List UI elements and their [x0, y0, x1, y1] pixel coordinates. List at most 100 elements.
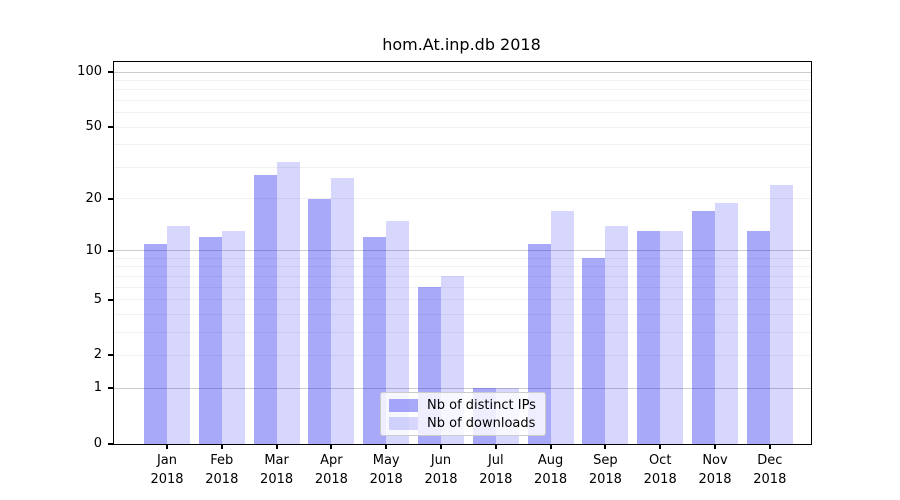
- chart-title: hom.At.inp.db 2018: [382, 35, 541, 54]
- minor-gridline-3: [114, 331, 811, 333]
- x-tick-label-nov: Nov 2018: [683, 451, 747, 489]
- x-tick-feb: [220, 444, 223, 449]
- y-tick-label-20: 20: [85, 190, 102, 206]
- x-tick-label-apr: Apr 2018: [299, 451, 363, 489]
- y-tick-label-100: 100: [77, 64, 102, 79]
- x-tick-jul: [494, 444, 497, 449]
- x-tick-label-feb: Feb 2018: [190, 451, 254, 489]
- legend-entry-distinct-ips: Nb of distinct IPs: [389, 398, 537, 413]
- x-label-month: Dec: [757, 453, 783, 468]
- y-tick-5: [108, 298, 113, 301]
- minor-gridline-9: [114, 257, 811, 259]
- bar-downloads-apr: [331, 178, 355, 444]
- x-tick-jan: [166, 444, 168, 449]
- x-label-year: 2018: [643, 472, 677, 487]
- y-tick-20: [108, 197, 113, 200]
- x-label-year: 2018: [534, 472, 568, 487]
- bar-downloads-aug: [550, 211, 574, 444]
- x-tick-aug: [549, 444, 552, 449]
- major-gridline-10: [114, 250, 811, 252]
- minor-gridline-7: [114, 275, 811, 277]
- x-label-year: 2018: [753, 472, 787, 487]
- x-label-month: Nov: [702, 453, 728, 468]
- bar-downloads-jan: [167, 225, 190, 444]
- legend-label-distinct-ips: Nb of distinct IPs: [427, 397, 536, 413]
- x-label-month: Apr: [320, 453, 343, 468]
- y-tick-label-1: 1: [93, 380, 102, 396]
- minor-gridline-20: [114, 198, 811, 200]
- minor-gridline-40: [114, 144, 811, 146]
- x-label-year: 2018: [698, 472, 732, 487]
- bar-ips-nov: [692, 211, 715, 444]
- minor-gridline-8: [114, 266, 811, 268]
- bar-ips-feb: [198, 237, 222, 444]
- plot-area: [113, 61, 812, 445]
- x-label-month: Aug: [537, 453, 564, 468]
- bar-downloads-nov: [715, 202, 738, 444]
- x-tick-apr: [330, 444, 333, 449]
- x-label-year: 2018: [588, 472, 622, 487]
- x-label-year: 2018: [260, 472, 294, 487]
- x-tick-label-jul: Jul 2018: [464, 451, 528, 489]
- bar-ips-apr: [308, 198, 332, 444]
- y-tick-label-5: 5: [93, 291, 102, 307]
- x-label-month: Jan: [156, 453, 178, 468]
- legend-entry-downloads: Nb of downloads: [389, 416, 537, 431]
- y-tick-2: [108, 354, 113, 357]
- y-tick-label-0: 0: [93, 436, 102, 451]
- y-tick-1: [108, 387, 113, 390]
- x-tick-oct: [659, 444, 662, 449]
- x-tick-label-dec: Dec 2018: [738, 451, 802, 489]
- bar-downloads-sep: [605, 225, 629, 444]
- y-tick-100: [108, 71, 113, 73]
- minor-gridline-2: [114, 354, 811, 356]
- x-label-year: 2018: [369, 472, 403, 487]
- legend: Nb of distinct IPs Nb of downloads: [380, 392, 546, 436]
- bar-ips-mar: [253, 175, 277, 444]
- y-tick-10: [108, 249, 113, 252]
- y-tick-label-2: 2: [93, 347, 102, 363]
- x-tick-nov: [714, 444, 716, 449]
- y-tick-label-10: 10: [85, 242, 102, 258]
- legend-swatch-downloads: [389, 416, 418, 430]
- x-label-year: 2018: [424, 472, 458, 487]
- x-label-month: Oct: [648, 453, 672, 468]
- x-tick-label-mar: Mar 2018: [245, 451, 309, 489]
- bar-downloads-dec: [769, 184, 793, 444]
- bar-downloads-may: [386, 220, 410, 444]
- x-tick-label-may: May 2018: [354, 451, 418, 489]
- major-gridline-100: [114, 71, 811, 73]
- x-tick-label-oct: Oct 2018: [628, 451, 692, 489]
- minor-gridline-4: [114, 313, 811, 315]
- bar-downloads-oct: [660, 231, 684, 444]
- bar-ips-sep: [582, 258, 606, 444]
- bar-ips-jan: [144, 243, 167, 444]
- x-label-month: Mar: [264, 453, 289, 468]
- minor-gridline-50: [114, 126, 811, 128]
- x-label-month: Feb: [210, 453, 234, 468]
- x-label-month: Jun: [430, 453, 452, 468]
- minor-gridline-5: [114, 299, 811, 301]
- bar-ips-dec: [746, 231, 770, 444]
- major-gridline-1: [114, 387, 811, 389]
- minor-gridline-90: [114, 79, 811, 81]
- minor-gridline-80: [114, 89, 811, 91]
- legend-label-downloads: Nb of downloads: [427, 415, 536, 431]
- bar-ips-oct: [637, 231, 661, 444]
- x-tick-label-jan: Jan 2018: [135, 451, 199, 489]
- x-label-month: Sep: [593, 453, 618, 468]
- x-tick-dec: [768, 444, 771, 449]
- x-label-year: 2018: [314, 472, 348, 487]
- legend-swatch-distinct-ips: [389, 398, 418, 412]
- x-tick-sep: [604, 444, 607, 449]
- bar-downloads-feb: [221, 231, 245, 444]
- x-label-year: 2018: [479, 472, 513, 487]
- minor-gridline-6: [114, 286, 811, 288]
- x-label-month: Jul: [487, 453, 504, 468]
- x-tick-may: [385, 444, 388, 449]
- y-tick-label-50: 50: [85, 119, 102, 134]
- minor-gridline-70: [114, 99, 811, 101]
- x-tick-label-aug: Aug 2018: [519, 451, 583, 489]
- x-label-month: May: [372, 453, 400, 468]
- minor-gridline-60: [114, 112, 811, 114]
